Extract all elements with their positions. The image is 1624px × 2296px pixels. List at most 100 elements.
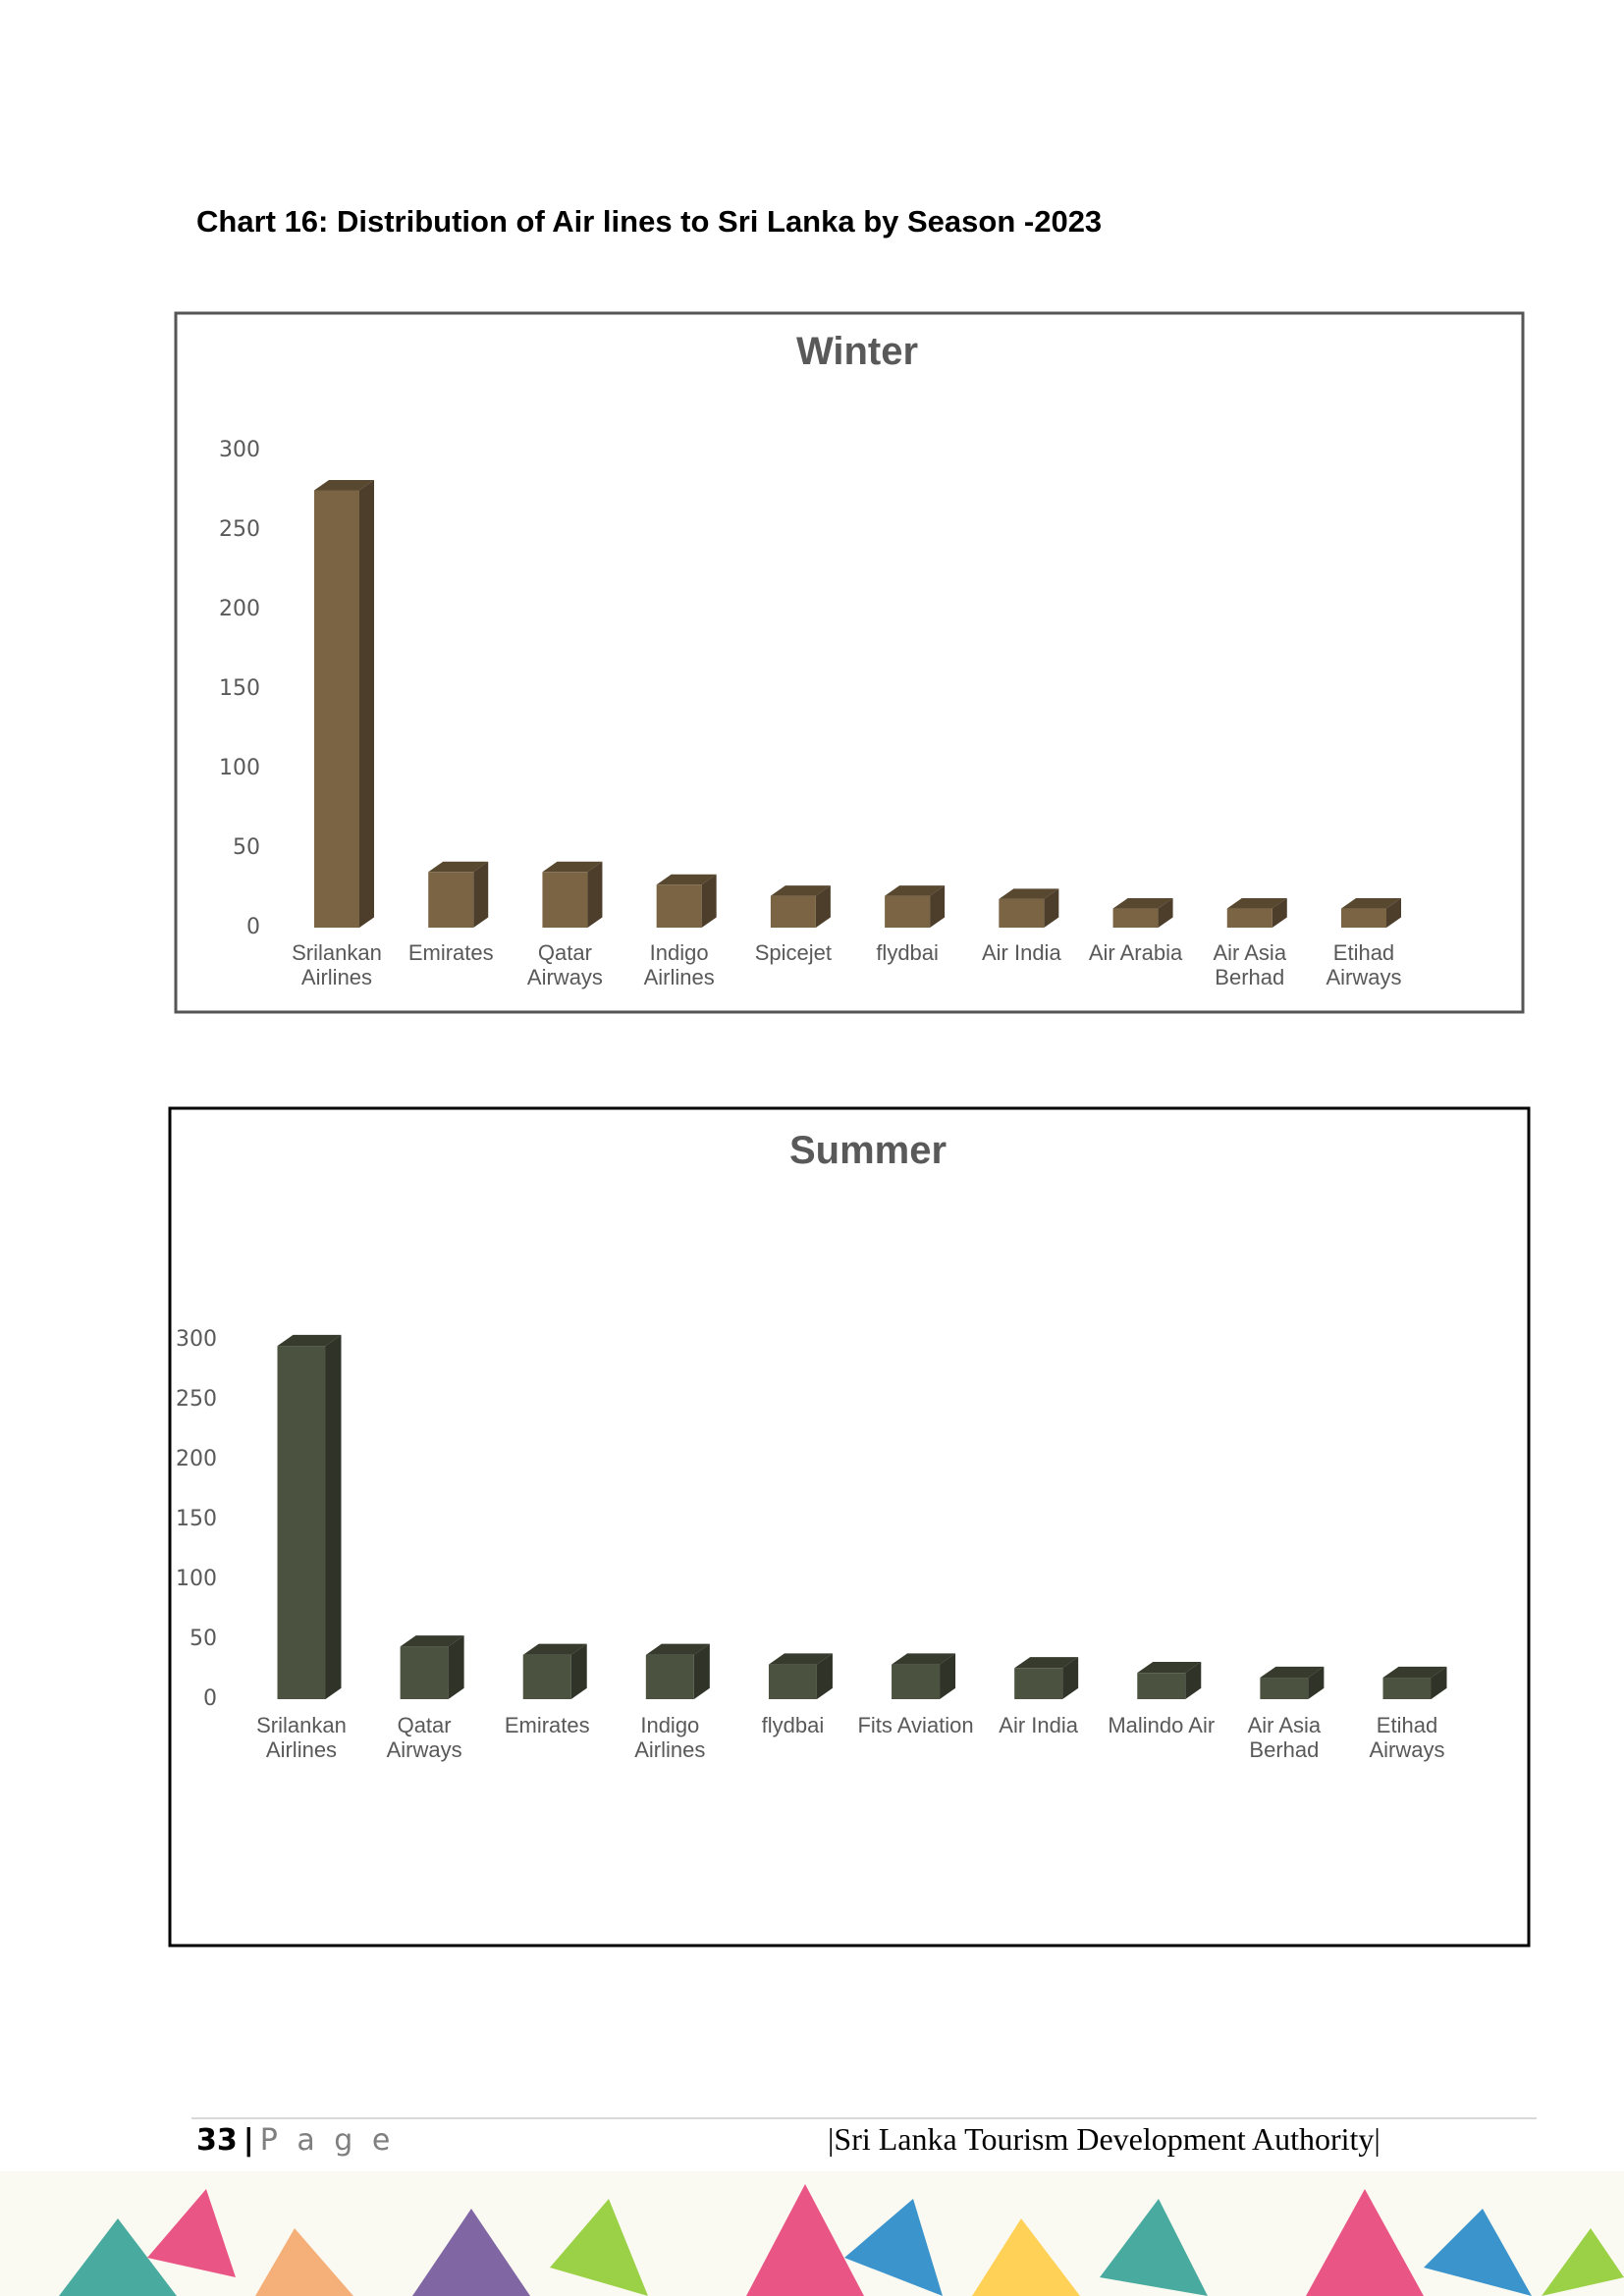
chart-title: Summer (788, 1129, 947, 1172)
x-tick-label: Air Asia Berhad (1213, 940, 1287, 990)
x-tick-label: Qatar Airways (526, 940, 603, 990)
deco (550, 2199, 648, 2296)
bar (522, 1654, 571, 1699)
page-number: 33 (196, 2123, 238, 2158)
bar-side (1185, 1661, 1202, 1699)
bar-top (892, 1653, 956, 1665)
bar-side (1062, 1657, 1079, 1699)
bar (277, 1346, 326, 1699)
bar (314, 490, 359, 928)
bar-top (1226, 898, 1287, 909)
footer-organization: |Sri Lanka Tourism Development Authority… (828, 2121, 1380, 2157)
bar-side (1044, 888, 1059, 928)
bar (1260, 1678, 1309, 1699)
bar-side (815, 885, 831, 928)
decorative-band (0, 2171, 1624, 2296)
deco (972, 2218, 1080, 2296)
bar-top (1341, 898, 1401, 909)
bar-top (1260, 1666, 1325, 1679)
bar (656, 884, 702, 928)
x-tick-label: Spicejet (754, 940, 833, 965)
y-tick-label: 0 (246, 915, 260, 939)
x-tick-label: Malindo Air (1108, 1713, 1216, 1737)
y-tick-label: 300 (176, 1327, 217, 1352)
y-tick-label: 250 (176, 1387, 217, 1412)
x-tick-label: Air Asia Berhad (1247, 1713, 1322, 1763)
deco (59, 2218, 177, 2296)
bar (1112, 908, 1159, 928)
bar-top (314, 480, 374, 491)
bar (1382, 1678, 1432, 1699)
chart-title: Winter (795, 330, 919, 373)
bar (645, 1654, 694, 1699)
deco (1542, 2228, 1624, 2296)
y-tick-label: 300 (219, 438, 260, 462)
x-tick-label: flydbai (761, 1713, 825, 1737)
bar (1341, 908, 1386, 928)
bar-top (885, 885, 946, 896)
x-tick-label: Indigo Airlines (634, 1713, 706, 1763)
deco (255, 2228, 353, 2296)
bar-top (400, 1635, 464, 1647)
y-tick-label: 200 (176, 1447, 217, 1471)
bar-top (1014, 1657, 1079, 1669)
bar (768, 1664, 817, 1699)
bar-side (448, 1635, 464, 1699)
bar-side (940, 1653, 956, 1699)
bar-side (325, 1334, 342, 1699)
bar-side (816, 1653, 833, 1699)
deco (746, 2184, 864, 2296)
summer-frame (168, 1106, 1531, 1948)
bar-top (522, 1643, 587, 1655)
bar-top (999, 888, 1059, 899)
x-tick-label: flydbai (876, 940, 939, 965)
deco (1424, 2209, 1532, 2296)
bar (542, 872, 588, 928)
bar-top (428, 861, 489, 873)
y-tick-label: 150 (176, 1507, 217, 1531)
bar (885, 895, 931, 928)
bar-side (1431, 1666, 1447, 1699)
x-tick-label: Indigo Airlines (643, 940, 715, 990)
bar-side (473, 861, 489, 928)
x-tick-label: Air India (999, 1713, 1079, 1737)
x-tick-label: Emirates (407, 940, 494, 965)
deco (147, 2189, 236, 2277)
bar-top (656, 874, 717, 885)
bar (400, 1646, 449, 1699)
y-tick-label: 200 (219, 597, 260, 621)
bar-side (1308, 1666, 1325, 1699)
bar-top (1112, 898, 1173, 909)
bar-side (1272, 898, 1287, 928)
bar-top (277, 1334, 342, 1347)
separator: | (243, 2123, 254, 2158)
y-tick-label: 100 (176, 1567, 217, 1591)
x-tick-label: Emirates (504, 1713, 590, 1737)
bar-top (768, 1653, 833, 1665)
bar-side (693, 1643, 710, 1699)
x-tick-label: Air Arabia (1088, 940, 1183, 965)
y-tick-label: 150 (219, 676, 260, 701)
deco (844, 2199, 943, 2296)
bar-side (930, 885, 946, 928)
bar-side (359, 480, 374, 928)
bar (999, 898, 1045, 928)
x-tick-label: Etihad Airways (1369, 1713, 1445, 1763)
x-tick-label: Srilankan Airlines (292, 940, 382, 990)
bar-top (1382, 1666, 1447, 1679)
winter-frame (174, 311, 1525, 1014)
x-tick-label: Air India (981, 940, 1061, 965)
y-tick-label: 50 (233, 835, 260, 860)
bar-side (1158, 898, 1173, 928)
bar-top (542, 861, 603, 873)
y-tick-label: 50 (189, 1627, 217, 1651)
bar (1014, 1668, 1063, 1699)
deco (1306, 2189, 1424, 2296)
bar-side (570, 1643, 587, 1699)
deco (412, 2209, 530, 2296)
x-tick-label: Srilankan Airlines (256, 1713, 347, 1763)
x-tick-label: Fits Aviation (857, 1713, 974, 1737)
page-word: P a g e (259, 2123, 396, 2158)
